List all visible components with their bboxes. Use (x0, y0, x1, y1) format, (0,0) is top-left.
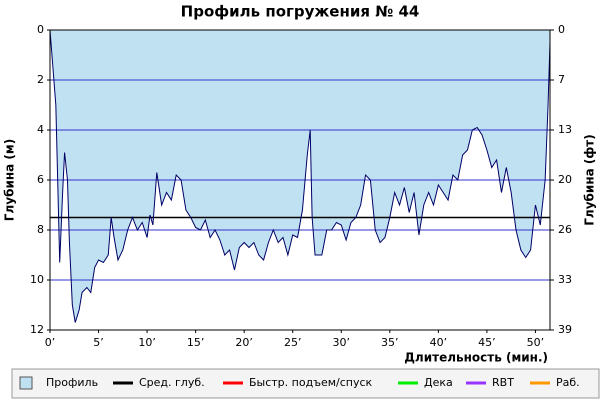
y-tick-label: 8 (37, 223, 44, 236)
profile-area (50, 30, 550, 323)
x-tick-label: 45’ (478, 336, 496, 349)
x-tick-label: 25’ (284, 336, 302, 349)
y2-tick-label: 13 (558, 123, 572, 136)
y-tick-label: 4 (37, 123, 44, 136)
legend-label: Дека (424, 376, 453, 389)
legend-label: Быстр. подъем/спуск (249, 376, 373, 389)
x-tick-label: 20’ (235, 336, 253, 349)
x-tick-label: 35’ (381, 336, 399, 349)
y2-tick-label: 26 (558, 223, 572, 236)
legend-label: Раб. (556, 376, 580, 389)
chart-title: Профиль погружения № 44 (181, 3, 420, 21)
x-tick-label: 30’ (333, 336, 351, 349)
y2-tick-label: 7 (558, 73, 565, 86)
profile-line (49, 29, 551, 323)
x-tick-label: 5’ (93, 336, 104, 349)
y-axis-label: Глубина (м) (3, 139, 17, 221)
y2-tick-label: 39 (558, 323, 572, 336)
y-tick-label: 6 (37, 173, 44, 186)
x-tick-label: 50’ (527, 336, 545, 349)
legend-swatch (19, 376, 33, 390)
x-tick-label: 40’ (430, 336, 448, 349)
legend-label: Профиль (46, 376, 98, 389)
x-tick-label: 10’ (138, 336, 156, 349)
plot-frame (49, 29, 551, 331)
x-tick-label: 0’ (45, 336, 56, 349)
y-tick-label: 10 (30, 273, 44, 286)
x-axis-label: Длительность (мин.) (404, 351, 548, 365)
x-tick-label: 15’ (187, 336, 205, 349)
legend-label: RBT (492, 376, 514, 389)
y-tick-label: 0 (37, 23, 44, 36)
y-tick-label: 12 (30, 323, 44, 336)
y-tick-label: 2 (37, 73, 44, 86)
legend-label: Сред. глуб. (139, 376, 205, 389)
y2-tick-label: 33 (558, 273, 572, 286)
y2-tick-label: 20 (558, 173, 572, 186)
y2-axis-label: Глубина (фт) (583, 134, 597, 225)
legend-box (11, 368, 600, 399)
y2-tick-label: 0 (558, 23, 565, 36)
